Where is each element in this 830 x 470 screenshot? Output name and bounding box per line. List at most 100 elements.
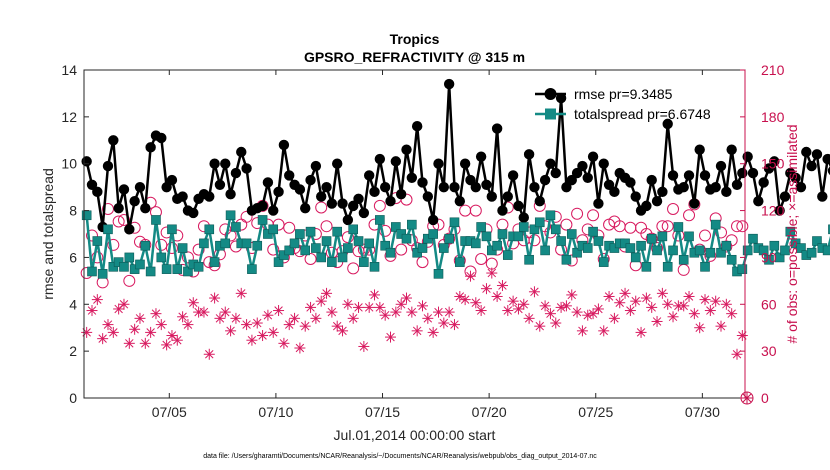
rmse-point — [337, 198, 348, 209]
assimilated-obs-marker — [278, 337, 290, 349]
totalspread-point — [471, 238, 481, 249]
totalspread-point — [305, 226, 316, 237]
rmse-point — [257, 200, 268, 212]
rmse-point — [710, 181, 721, 193]
totalspread-point — [391, 222, 401, 232]
totalspread-point — [417, 243, 428, 253]
rmse-point — [118, 184, 130, 195]
possible-obs-marker — [725, 234, 738, 247]
rmse-point — [475, 151, 487, 162]
totalspread-point — [561, 254, 572, 265]
assimilated-obs-marker — [438, 317, 450, 329]
totalspread-point — [167, 224, 177, 235]
totalspread-point — [716, 247, 726, 258]
assimilated-obs-marker — [416, 300, 428, 312]
assimilated-obs-marker — [619, 287, 631, 299]
possible-obs-marker — [112, 215, 125, 228]
rmse-point — [385, 195, 396, 207]
rmse-point — [342, 214, 354, 226]
totalspread-point — [353, 236, 364, 246]
y-tick-label-left: 12 — [61, 109, 77, 125]
totalspread-point — [657, 231, 668, 242]
assimilated-obs-marker — [379, 309, 391, 321]
possible-obs-marker — [107, 238, 120, 251]
rmse-point — [161, 181, 172, 193]
totalspread-point — [145, 266, 156, 277]
assimilated-obs-marker — [390, 306, 402, 318]
totalspread-point — [327, 257, 337, 267]
assimilated-obs-marker — [358, 340, 370, 352]
assimilated-obs-marker — [171, 334, 183, 346]
totalspread-point — [662, 261, 673, 272]
assimilated-obs-marker — [603, 290, 615, 302]
totalspread-point — [630, 252, 641, 263]
assimilated-obs-marker — [145, 326, 157, 338]
totalspread-point — [124, 252, 135, 263]
possible-obs-marker — [400, 193, 413, 206]
legend-label: rmse pr=9.3485 — [574, 86, 673, 102]
rmse-point — [310, 160, 322, 172]
rmse-point — [236, 146, 247, 158]
possible-obs-marker — [315, 201, 328, 214]
rmse-point — [108, 135, 119, 146]
rmse-point — [369, 186, 380, 198]
assimilated-obs-marker — [566, 289, 578, 301]
assimilated-obs-marker — [401, 292, 413, 304]
totalspread-point — [161, 264, 172, 274]
totalspread-point — [556, 236, 566, 246]
chart-subtitle: GPSRO_REFRACTIVITY @ 315 m — [304, 49, 525, 65]
possible-obs-marker — [224, 229, 237, 242]
rmse-point — [561, 181, 572, 193]
possible-obs-marker — [736, 220, 749, 233]
rmse-point — [630, 191, 641, 202]
totalspread-point — [636, 240, 646, 251]
totalspread-point — [726, 254, 737, 265]
possible-obs-marker — [624, 221, 637, 234]
possible-obs-marker — [469, 204, 482, 217]
rmse-point — [443, 78, 455, 90]
rmse-point — [220, 158, 231, 169]
assimilated-obs-marker — [710, 295, 722, 307]
assimilated-obs-marker — [523, 312, 535, 324]
x-tick-label: 07/15 — [365, 404, 400, 420]
assimilated-obs-marker — [107, 326, 119, 338]
rmse-point — [358, 207, 370, 219]
totalspread-point — [172, 264, 183, 274]
y-tick-label-right: 210 — [761, 62, 785, 78]
rmse-point — [571, 167, 583, 179]
totalspread-point — [135, 259, 145, 270]
rmse-point — [577, 160, 588, 172]
rmse-point — [657, 186, 668, 198]
x-tick-label: 07/30 — [685, 404, 720, 420]
rmse-point — [454, 195, 466, 207]
totalspread-point — [582, 243, 593, 253]
rmse-point — [497, 205, 508, 216]
rmse-point — [417, 177, 428, 188]
assimilated-obs-marker — [315, 295, 327, 307]
assimilated-obs-marker — [432, 306, 444, 318]
rmse-point — [241, 163, 252, 174]
rmse-point — [550, 167, 561, 179]
x-axis-label: Jul.01,2014 00:00:00 start — [334, 427, 496, 443]
assimilated-obs-marker — [624, 305, 636, 317]
assimilated-obs-marker — [491, 290, 503, 302]
rmse-point — [646, 174, 657, 186]
chart-title: Tropics — [390, 31, 440, 47]
rmse-point — [140, 203, 151, 214]
rmse-point — [81, 156, 92, 167]
assimilated-obs-marker — [592, 303, 604, 315]
series-layer — [80, 78, 830, 405]
possible-obs-marker — [240, 210, 253, 223]
rmse-point — [465, 174, 476, 186]
rmse-point — [433, 158, 444, 169]
assimilated-obs-marker — [422, 312, 434, 324]
assimilated-obs-marker — [534, 320, 546, 332]
totalspread-point — [748, 233, 758, 244]
assimilated-obs-marker — [161, 339, 173, 351]
totalspread-point — [433, 269, 444, 279]
rmse-point — [529, 181, 540, 193]
rmse-point — [316, 191, 327, 202]
totalspread-point — [375, 215, 385, 225]
totalspread-point — [806, 247, 817, 258]
assimilated-obs-marker — [102, 319, 114, 331]
